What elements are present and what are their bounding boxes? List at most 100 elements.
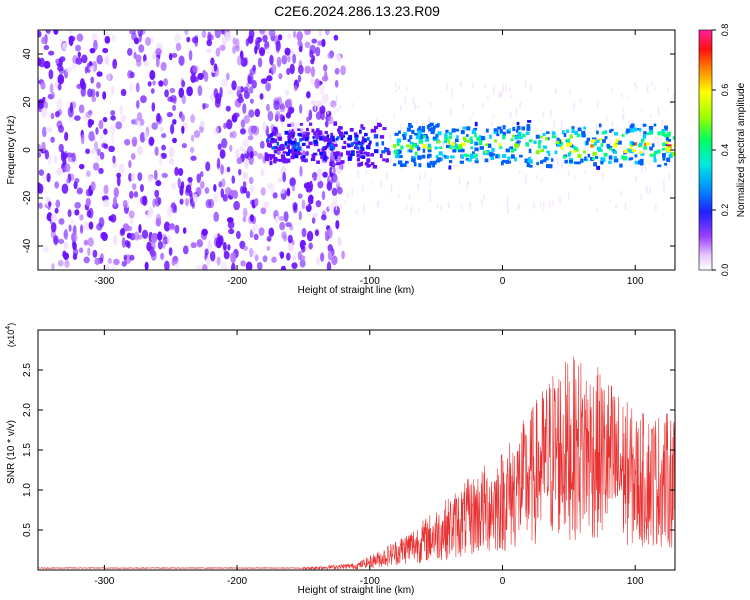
band-cell bbox=[591, 139, 596, 144]
noise-cell bbox=[168, 157, 175, 165]
band-cell bbox=[277, 136, 283, 141]
band-cell bbox=[649, 153, 654, 157]
band-halo-cell bbox=[649, 143, 651, 150]
noise-cell bbox=[280, 188, 286, 194]
noise-cell bbox=[65, 66, 73, 73]
band-halo-cell bbox=[377, 200, 380, 206]
noise-cell bbox=[179, 198, 184, 205]
band-halo-cell bbox=[306, 201, 309, 206]
band-cell bbox=[396, 141, 400, 147]
band-cell bbox=[518, 136, 523, 140]
noise-cell bbox=[275, 110, 281, 121]
band-halo-cell bbox=[362, 185, 364, 193]
noise-cell bbox=[221, 178, 226, 188]
noise-cell bbox=[96, 81, 101, 89]
noise-cell bbox=[160, 61, 167, 71]
band-cell bbox=[632, 142, 636, 146]
band-cell bbox=[420, 134, 424, 139]
noise-cell bbox=[269, 54, 274, 66]
band-cell bbox=[409, 148, 413, 153]
band-halo-cell bbox=[479, 176, 481, 182]
colorbar-tick-label: 0.4 bbox=[720, 144, 730, 157]
noise-cell bbox=[322, 171, 328, 178]
noise-cell bbox=[85, 111, 92, 118]
band-cell bbox=[574, 130, 579, 135]
band-cell bbox=[456, 135, 459, 139]
noise-cell bbox=[48, 201, 52, 207]
band-cell bbox=[586, 137, 591, 142]
noise-cell bbox=[110, 213, 117, 223]
band-cell bbox=[653, 158, 657, 163]
noise-cell bbox=[44, 96, 49, 103]
noise-cell bbox=[178, 87, 185, 99]
band-halo-cell bbox=[417, 105, 419, 109]
band-cell bbox=[546, 157, 550, 161]
band-halo-cell bbox=[329, 176, 332, 181]
band-halo-cell bbox=[540, 178, 543, 183]
band-cell bbox=[417, 155, 422, 160]
band-cell bbox=[359, 149, 363, 154]
snr-x-label: Height of straight line (km) bbox=[298, 585, 415, 596]
colorbar-tick-label: 0.2 bbox=[720, 204, 730, 217]
band-cell bbox=[350, 153, 354, 156]
noise-cell bbox=[310, 58, 315, 65]
y-tick-label: 40 bbox=[22, 48, 33, 60]
noise-cell bbox=[254, 108, 261, 118]
band-halo-cell bbox=[343, 165, 345, 169]
noise-cell bbox=[38, 169, 44, 176]
noise-cell bbox=[238, 93, 243, 100]
noise-cell bbox=[262, 121, 267, 132]
noise-cell bbox=[275, 40, 281, 52]
noise-cell bbox=[81, 82, 87, 90]
band-cell bbox=[638, 144, 642, 148]
noise-cell bbox=[128, 173, 133, 182]
band-cell bbox=[469, 139, 473, 144]
band-halo-cell bbox=[441, 142, 444, 147]
noise-cell bbox=[253, 223, 259, 231]
band-cell bbox=[576, 133, 581, 138]
noise-cell bbox=[231, 80, 237, 91]
band-cell bbox=[505, 160, 510, 164]
noise-cell bbox=[221, 78, 228, 87]
band-cell bbox=[301, 142, 306, 146]
noise-cell bbox=[221, 138, 228, 149]
band-cell bbox=[571, 128, 575, 134]
noise-cell bbox=[215, 93, 222, 104]
noise-cell bbox=[110, 110, 116, 116]
band-cell bbox=[305, 132, 310, 135]
noise-cell bbox=[78, 163, 85, 170]
noise-cell bbox=[131, 183, 137, 190]
noise-cell bbox=[112, 234, 118, 245]
noise-cell bbox=[78, 104, 85, 114]
noise-cell bbox=[55, 58, 60, 65]
noise-cell bbox=[66, 152, 73, 158]
noise-cell bbox=[284, 47, 291, 56]
band-cell bbox=[632, 127, 637, 132]
noise-cell bbox=[300, 244, 306, 253]
band-halo-cell bbox=[663, 179, 665, 188]
band-cell bbox=[642, 123, 647, 127]
noise-cell bbox=[88, 119, 95, 126]
noise-cell bbox=[43, 45, 50, 51]
band-cell bbox=[472, 151, 475, 155]
band-cell bbox=[526, 163, 531, 168]
band-cell bbox=[323, 151, 327, 155]
band-cell bbox=[343, 140, 347, 145]
band-cell bbox=[381, 141, 385, 146]
band-cell bbox=[449, 145, 453, 150]
noise-cell bbox=[69, 218, 74, 225]
band-cell bbox=[496, 154, 501, 159]
band-cell bbox=[589, 144, 594, 148]
band-cell bbox=[473, 127, 478, 131]
band-halo-cell bbox=[632, 120, 634, 125]
band-cell bbox=[414, 151, 418, 156]
noise-cell bbox=[304, 65, 312, 74]
band-cell bbox=[270, 154, 276, 159]
band-cell bbox=[657, 164, 662, 168]
band-cell bbox=[580, 158, 584, 163]
band-cell bbox=[411, 129, 415, 134]
band-cell bbox=[613, 143, 618, 148]
noise-cell bbox=[306, 91, 311, 99]
band-cell bbox=[560, 145, 564, 150]
band-halo-cell bbox=[340, 203, 342, 209]
